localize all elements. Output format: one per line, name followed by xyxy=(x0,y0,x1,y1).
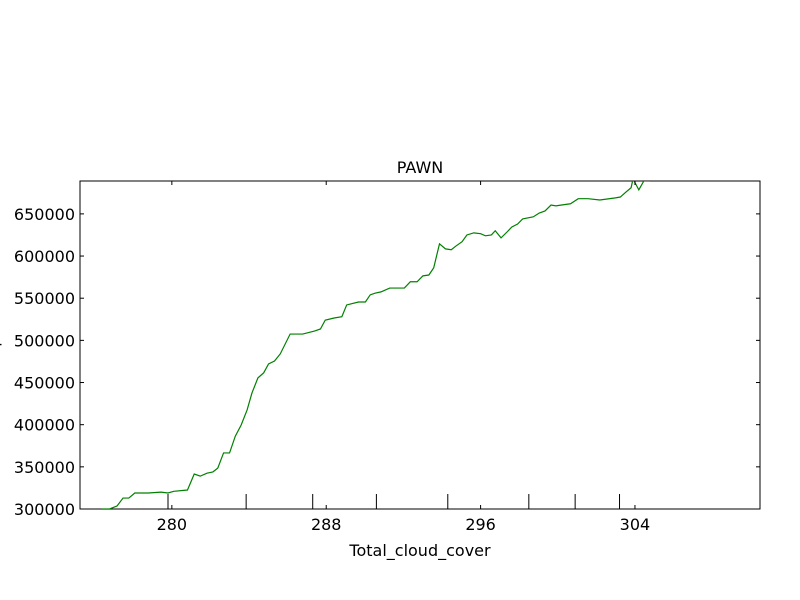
y-tick-label: 500000 xyxy=(14,331,75,350)
plot-frame xyxy=(79,180,761,510)
series-line xyxy=(101,181,650,509)
y-tick-label: 450000 xyxy=(14,374,75,393)
chart-title: PAWN xyxy=(397,158,443,177)
y-tick-label: 650000 xyxy=(14,205,75,224)
y-tick-label: 300000 xyxy=(14,500,75,519)
x-tick-label: 280 xyxy=(157,515,188,534)
y-tick-label: 350000 xyxy=(14,458,75,477)
x-tick-label: 296 xyxy=(465,515,496,534)
y-tick-label: 400000 xyxy=(14,416,75,435)
y-tick-label: 600000 xyxy=(14,247,75,266)
y-tick-label: 550000 xyxy=(14,289,75,308)
y-axis-label: Partial dependence xyxy=(0,268,2,422)
x-tick-label: 304 xyxy=(620,515,651,534)
x-axis-label: Total_cloud_cover xyxy=(348,541,491,561)
plot-area xyxy=(101,181,650,509)
x-tick-label: 288 xyxy=(311,515,342,534)
